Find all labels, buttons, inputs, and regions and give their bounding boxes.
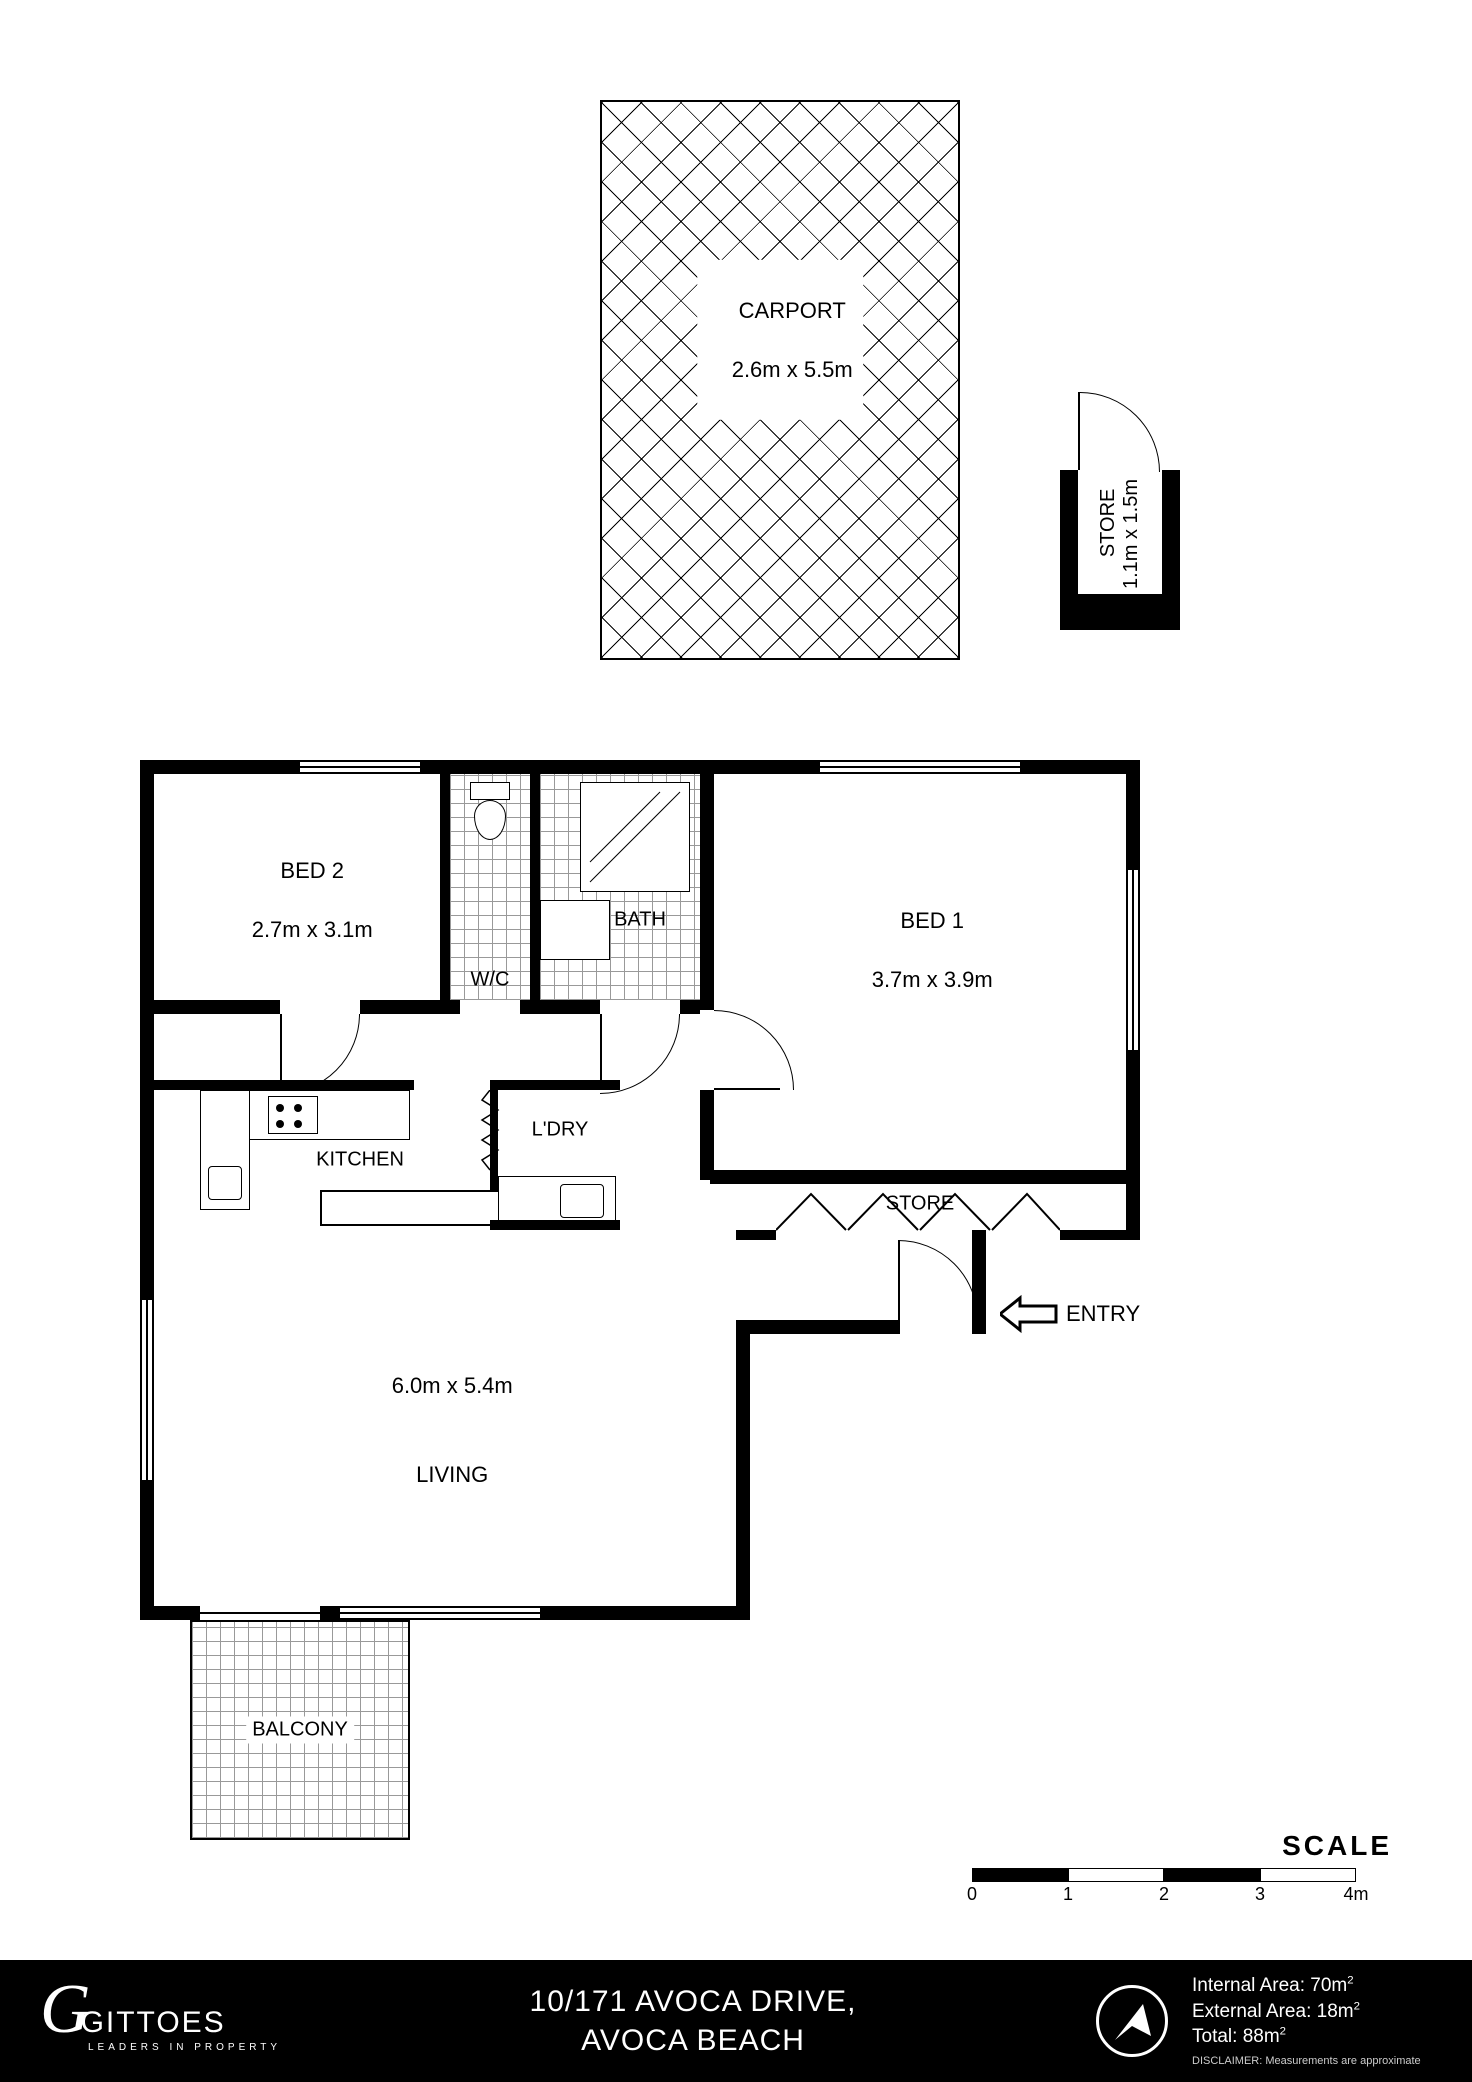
win-living-b: [340, 1606, 540, 1608]
win-bed1r-b: [1132, 870, 1134, 1050]
vanity: [540, 900, 610, 960]
sup1: 2: [1347, 1975, 1353, 1987]
address-line2: AVOCA BEACH: [290, 2021, 1096, 2060]
address-block: 10/171 AVOCA DRIVE, AVOCA BEACH: [290, 1982, 1096, 2060]
entry-arrow-icon: [1000, 1294, 1060, 1334]
wall-bed2-r: [440, 774, 450, 1010]
area-block: Internal Area: 70m2 External Area: 18m2 …: [1192, 1973, 1472, 2069]
brand-name: GITTOES: [81, 2006, 226, 2039]
bed2-door-cut: [280, 1000, 360, 1014]
win-bed1-b: [820, 766, 1020, 768]
win-living-b2: [340, 1612, 540, 1614]
wall-ldry-bottom: [490, 1220, 620, 1230]
kitchen-label: KITCHEN: [316, 1149, 404, 1172]
bath-door-leaf: [600, 1014, 602, 1080]
sup3: 2: [1280, 2026, 1286, 2038]
tick-2: 2: [1159, 1884, 1169, 1905]
entry-door-leaf: [898, 1240, 900, 1320]
logo-block: GGITTOES LEADERS IN PROPERTY: [0, 1989, 290, 2053]
wc-door-cut: [460, 1000, 520, 1014]
north-icon: [1096, 1985, 1168, 2057]
bath-door-cut: [600, 1000, 680, 1014]
bed1-door-cut: [700, 1010, 714, 1090]
wall-store-right: [1126, 1170, 1140, 1240]
entry-label: ENTRY: [1066, 1301, 1140, 1327]
store-int-label: STORE: [886, 1193, 955, 1216]
entry-door-cut: [900, 1320, 972, 1334]
total-area: Total: 88m: [1192, 2026, 1280, 2047]
tick-0: 0: [967, 1884, 977, 1905]
kitchen-sink: [208, 1166, 242, 1200]
footer: GGITTOES LEADERS IN PROPERTY 10/171 AVOC…: [0, 1960, 1472, 2082]
wall-store-bottom-l: [736, 1230, 776, 1240]
living-label: 6.0m x 5.4m LIVING: [367, 1341, 513, 1519]
win-bed1-c: [820, 772, 1020, 774]
store-ext-name: STORE: [1097, 489, 1119, 558]
store-ext-label: STORE 1.1m x 1.5m: [1074, 479, 1166, 589]
wall-kitchen-top: [154, 1080, 414, 1090]
toilet-cistern: [470, 782, 510, 800]
carport-dims: 2.6m x 5.5m: [732, 357, 853, 382]
balcony-door: [200, 1612, 320, 1614]
wall-bath-r: [700, 774, 714, 1180]
win-bed1r-c: [1138, 870, 1140, 1050]
ldry-zigzag: [480, 1090, 500, 1180]
shower-drain: [580, 782, 690, 892]
bath-label: BATH: [614, 909, 666, 932]
wc-label: W/C: [471, 969, 510, 992]
wall-bed1-bottom: [710, 1170, 1140, 1184]
win-living-l-c: [152, 1300, 154, 1480]
sup2: 2: [1354, 2000, 1360, 2012]
floor-plan: CARPORT 2.6m x 5.5m STORE 1.1m x 1.5m: [0, 0, 1472, 1960]
tick-1: 1: [1063, 1884, 1073, 1905]
brand-tag: LEADERS IN PROPERTY: [88, 2042, 290, 2053]
wall-wc-r: [530, 774, 540, 1010]
disclaimer: DISCLAIMER: Measurements are approximate: [1192, 2054, 1442, 2069]
scale-title: SCALE: [972, 1830, 1392, 1862]
bed1-door-leaf: [714, 1088, 780, 1090]
tick-3: 3: [1255, 1884, 1265, 1905]
store-ext-door: [1078, 392, 1080, 470]
win-bed1: [820, 760, 1020, 762]
win-living-l: [140, 1300, 142, 1480]
scale-block: SCALE 0 1 2 3 4m: [972, 1830, 1392, 1908]
burner3: [276, 1120, 284, 1128]
tick-4: 4m: [1343, 1884, 1368, 1905]
win-bed2: [300, 766, 420, 768]
burner2: [294, 1104, 302, 1112]
cooktop: [268, 1096, 318, 1134]
carport-name: CARPORT: [739, 297, 846, 322]
scale-ticks: 0 1 2 3 4m: [972, 1884, 1392, 1908]
internal-area: Internal Area: 70m: [1192, 1975, 1347, 1996]
living-dims: 6.0m x 5.4m: [392, 1373, 513, 1398]
wall-left: [140, 760, 154, 1620]
ldry-label: L'DRY: [532, 1119, 589, 1142]
address-line1: 10/171 AVOCA DRIVE,: [290, 1982, 1096, 2021]
wall-ldry-top: [490, 1080, 620, 1090]
bed2-door-leaf: [280, 1014, 282, 1080]
win-living-l-b: [146, 1300, 148, 1480]
store-ext-dims: 1.1m x 1.5m: [1120, 479, 1142, 589]
bed2-label: BED 2 2.7m x 3.1m: [227, 826, 373, 974]
living-name: LIVING: [416, 1462, 488, 1487]
bed1-dims: 3.7m x 3.9m: [872, 967, 993, 992]
win-bed1r: [1126, 870, 1128, 1050]
carport-label: CARPORT 2.6m x 5.5m: [697, 260, 863, 420]
burner4: [294, 1120, 302, 1128]
win-bed2-c: [300, 772, 420, 774]
external-area: External Area: 18m: [1192, 2001, 1354, 2022]
wall-stub-right: [736, 1320, 750, 1620]
balcony-label: BALCONY: [246, 1717, 354, 1744]
bed1-name: BED 1: [900, 907, 964, 932]
bed2-name: BED 2: [280, 857, 344, 882]
ldry-tub: [560, 1184, 604, 1218]
win-bed2-b: [300, 760, 420, 762]
scale-bar: [972, 1868, 1392, 1884]
bed2-dims: 2.7m x 3.1m: [252, 917, 373, 942]
bed1-label: BED 1 3.7m x 3.9m: [847, 876, 993, 1024]
burner1: [276, 1104, 284, 1112]
